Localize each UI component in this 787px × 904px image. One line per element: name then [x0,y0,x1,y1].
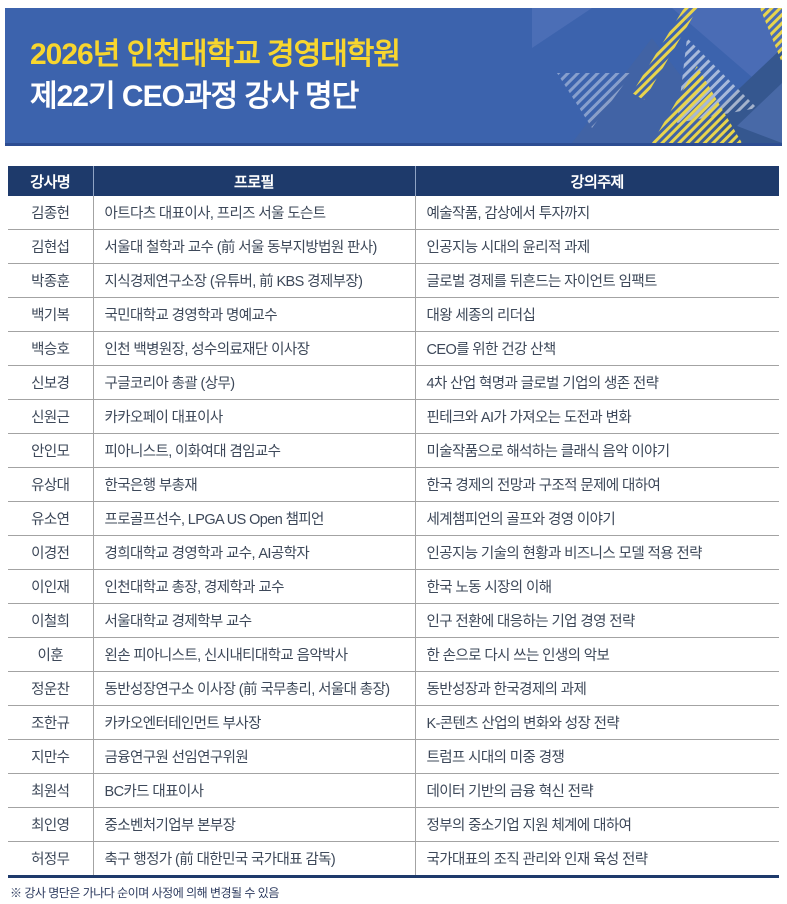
topic-cell: 인공지능 기술의 현황과 비즈니스 모델 적용 전략 [415,535,779,570]
table-row: 박종훈 지식경제연구소장 (유튜버, 前 KBS 경제부장) 글로벌 경제를 뒤흔드… [8,263,779,298]
profile-cell: 한국은행 부총재 [93,467,416,502]
lecturer-name-cell: 이훈 [8,637,94,672]
lecturer-name-cell: 유상대 [8,467,94,502]
table-row: 김종헌 아트다츠 대표이사, 프리즈 서울 도슨트 예술작품, 감상에서 투자까지 [8,196,779,230]
lecturer-name-cell: 백승호 [8,331,94,366]
lecturer-name-cell: 이인재 [8,569,94,604]
profile-cell: 카카오페이 대표이사 [93,399,416,434]
profile-cell: 서울대 철학과 교수 (前 서울 동부지방법원 판사) [93,229,416,264]
table-row: 이철희 서울대학교 경제학부 교수 인구 전환에 대응하는 기업 경영 전략 [8,603,779,638]
table-row: 최인영 중소벤처기업부 본부장 정부의 중소기업 지원 체계에 대하여 [8,807,779,842]
profile-cell: 금융연구원 선임연구위원 [93,739,416,774]
lecturer-table: 강사명 프로필 강의주제 김종헌 아트다츠 대표이사, 프리즈 서울 도슨트 예술작… [8,166,779,878]
profile-cell: BC카드 대표이사 [93,773,416,808]
topic-cell: 글로벌 경제를 뒤흔드는 자이언트 임팩트 [415,263,779,298]
table-row: 유소연 프로골프선수, LPGA US Open 챔피언 세계챔피언의 골프와 경영… [8,501,779,536]
lecturer-name-cell: 신원근 [8,399,94,434]
topic-cell: 예술작품, 감상에서 투자까지 [415,196,779,230]
profile-cell: 중소벤처기업부 본부장 [93,807,416,842]
lecturer-name-cell: 이경전 [8,535,94,570]
profile-cell: 카카오엔터테인먼트 부사장 [93,705,416,740]
lecturer-name-cell: 정운찬 [8,671,94,706]
profile-cell: 피아니스트, 이화여대 겸임교수 [93,433,416,468]
lecturer-name-cell: 박종훈 [8,263,94,298]
table-row: 이경전 경희대학교 경영학과 교수, AI공학자 인공지능 기술의 현황과 비즈니스… [8,535,779,570]
topic-cell: 한국 노동 시장의 이해 [415,569,779,604]
profile-cell: 축구 행정가 (前 대한민국 국가대표 감독) [93,841,416,877]
table-row: 이훈 왼손 피아니스트, 신시내티대학교 음악박사 한 손으로 다시 쓰는 인생의 … [8,637,779,672]
banner-titles: 2026년 인천대학교 경영대학원 제22기 CEO과정 강사 명단 [5,8,782,118]
profile-cell: 서울대학교 경제학부 교수 [93,603,416,638]
profile-cell: 인천대학교 총장, 경제학과 교수 [93,569,416,604]
topic-cell: 한국 경제의 전망과 구조적 문제에 대하여 [415,467,779,502]
table-row: 신원근 카카오페이 대표이사 핀테크와 AI가 가져오는 도전과 변화 [8,399,779,434]
header-banner: 2026년 인천대학교 경영대학원 제22기 CEO과정 강사 명단 [5,8,782,146]
profile-cell: 왼손 피아니스트, 신시내티대학교 음악박사 [93,637,416,672]
topic-cell: 세계챔피언의 골프와 경영 이야기 [415,501,779,536]
topic-cell: CEO를 위한 건강 산책 [415,331,779,366]
topic-cell: 대왕 세종의 리더십 [415,297,779,332]
topic-cell: 인공지능 시대의 윤리적 과제 [415,229,779,264]
lecturer-table-body: 김종헌 아트다츠 대표이사, 프리즈 서울 도슨트 예술작품, 감상에서 투자까지 김… [8,196,779,877]
table-row: 지만수 금융연구원 선임연구위원 트럼프 시대의 미중 경쟁 [8,739,779,774]
profile-cell: 아트다츠 대표이사, 프리즈 서울 도슨트 [93,196,416,230]
lecturer-name-cell: 지만수 [8,739,94,774]
table-row: 정운찬 동반성장연구소 이사장 (前 국무총리, 서울대 총장) 동반성장과 한국경… [8,671,779,706]
lecturer-name-cell: 조한규 [8,705,94,740]
table-row: 허정무 축구 행정가 (前 대한민국 국가대표 감독) 국가대표의 조직 관리와 인… [8,841,779,877]
topic-cell: 정부의 중소기업 지원 체계에 대하여 [415,807,779,842]
topic-cell: 트럼프 시대의 미중 경쟁 [415,739,779,774]
lecturer-name-cell: 김현섭 [8,229,94,264]
column-header-lecture-topic: 강의주제 [414,166,779,196]
table-row: 조한규 카카오엔터테인먼트 부사장 K-콘텐츠 산업의 변화와 성장 전략 [8,705,779,740]
lecturer-table-header: 강사명 프로필 강의주제 [8,166,779,196]
table-row: 백승호 인천 백병원장, 성수의료재단 이사장 CEO를 위한 건강 산책 [8,331,779,366]
profile-cell: 국민대학교 경영학과 명예교수 [93,297,416,332]
table-row: 유상대 한국은행 부총재 한국 경제의 전망과 구조적 문제에 대하여 [8,467,779,502]
profile-cell: 프로골프선수, LPGA US Open 챔피언 [93,501,416,536]
lecturer-name-cell: 김종헌 [8,196,94,230]
table-row: 백기복 국민대학교 경영학과 명예교수 대왕 세종의 리더십 [8,297,779,332]
profile-cell: 지식경제연구소장 (유튜버, 前 KBS 경제부장) [93,263,416,298]
profile-cell: 동반성장연구소 이사장 (前 국무총리, 서울대 총장) [93,671,416,706]
lecturer-name-cell: 신보경 [8,365,94,400]
banner-title-line2: 제22기 CEO과정 강사 명단 [30,80,359,113]
table-row: 이인재 인천대학교 총장, 경제학과 교수 한국 노동 시장의 이해 [8,569,779,604]
topic-cell: 4차 산업 혁명과 글로벌 기업의 생존 전략 [415,365,779,400]
topic-cell: 핀테크와 AI가 가져오는 도전과 변화 [415,399,779,434]
lecturer-name-cell: 최원석 [8,773,94,808]
column-header-lecturer-name: 강사명 [8,166,93,196]
profile-cell: 구글코리아 총괄 (상무) [93,365,416,400]
table-row: 신보경 구글코리아 총괄 (상무) 4차 산업 혁명과 글로벌 기업의 생존 전략 [8,365,779,400]
profile-cell: 경희대학교 경영학과 교수, AI공학자 [93,535,416,570]
table-row: 최원석 BC카드 대표이사 데이터 기반의 금융 혁신 전략 [8,773,779,808]
table-row: 안인모 피아니스트, 이화여대 겸임교수 미술작품으로 해석하는 클래식 음악 이야… [8,433,779,468]
table-row: 김현섭 서울대 철학과 교수 (前 서울 동부지방법원 판사) 인공지능 시대의 윤… [8,229,779,264]
topic-cell: K-콘텐츠 산업의 변화와 성장 전략 [415,705,779,740]
banner-title-line1: 2026년 인천대학교 경영대학원 [30,38,401,71]
lecturer-name-cell: 허정무 [8,841,94,877]
lecturer-name-cell: 백기복 [8,297,94,332]
topic-cell: 인구 전환에 대응하는 기업 경영 전략 [415,603,779,638]
column-header-profile: 프로필 [92,166,415,196]
lecturer-name-cell: 이철희 [8,603,94,638]
profile-cell: 인천 백병원장, 성수의료재단 이사장 [93,331,416,366]
banner-decoration-graphic [532,8,782,143]
topic-cell: 데이터 기반의 금융 혁신 전략 [415,773,779,808]
topic-cell: 동반성장과 한국경제의 과제 [415,671,779,706]
footnote: ※ 강사 명단은 가나다 순이며 사정에 의해 변경될 수 있음 [10,886,279,900]
topic-cell: 국가대표의 조직 관리와 인재 육성 전략 [426,852,649,868]
lecturer-name-cell: 안인모 [8,433,94,468]
lecturer-name-cell: 최인영 [8,807,94,842]
topic-cell: 미술작품으로 해석하는 클래식 음악 이야기 [415,433,779,468]
topic-cell: 한 손으로 다시 쓰는 인생의 악보 [415,637,779,672]
lecturer-name-cell: 유소연 [8,501,94,536]
